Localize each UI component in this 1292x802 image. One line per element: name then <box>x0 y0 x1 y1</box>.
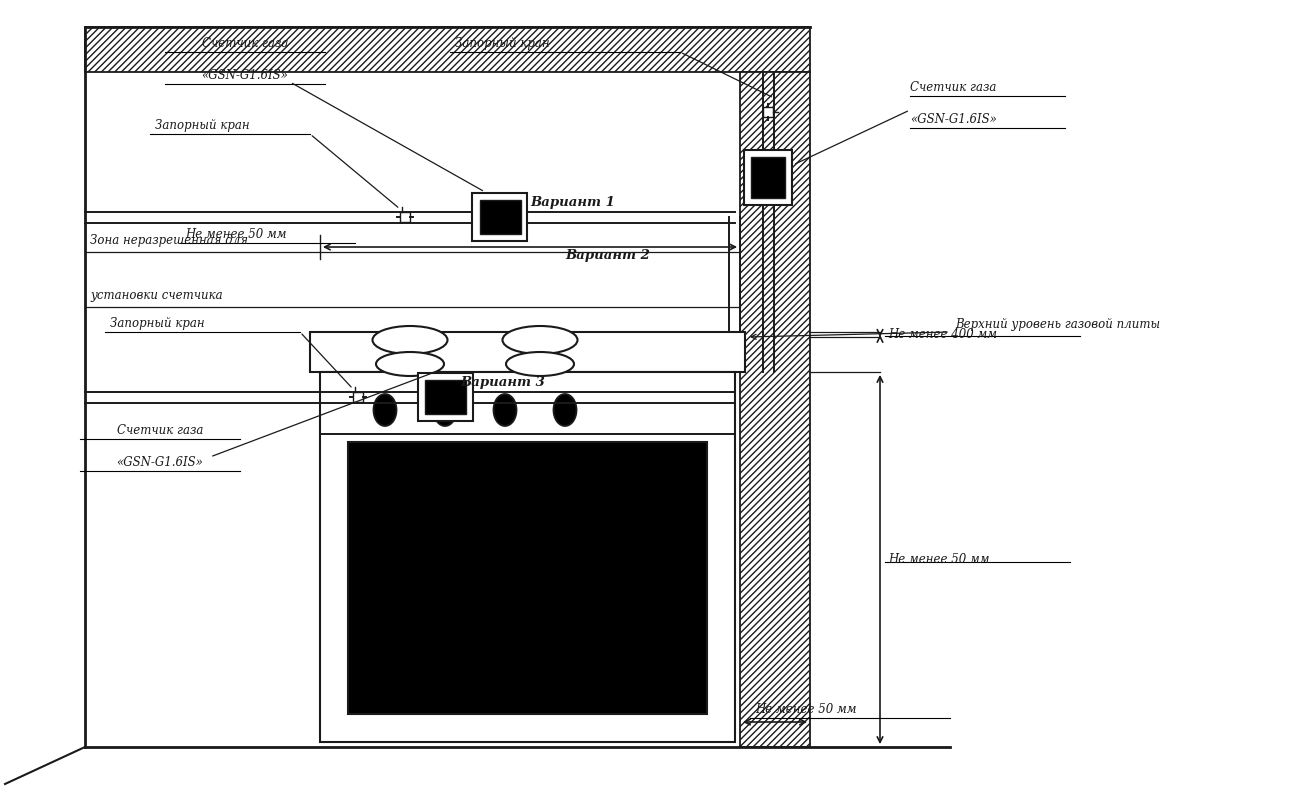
Text: Запорный кран: Запорный кран <box>455 37 549 50</box>
Text: Не менее 50 мм: Не менее 50 мм <box>185 228 287 241</box>
Bar <box>320 372 735 742</box>
Ellipse shape <box>434 394 456 426</box>
Ellipse shape <box>506 352 574 376</box>
Bar <box>764 107 773 117</box>
Text: Запорный кран: Запорный кран <box>110 317 204 330</box>
Text: «GSN-G1.6IS»: «GSN-G1.6IS» <box>202 69 288 82</box>
Ellipse shape <box>553 394 576 426</box>
Text: Верхний уровень газовой плиты: Верхний уровень газовой плиты <box>955 318 1160 331</box>
Ellipse shape <box>372 326 447 354</box>
Bar <box>85 27 810 72</box>
Text: Не менее 400 мм: Не менее 400 мм <box>888 328 997 341</box>
Bar <box>417 373 473 421</box>
Ellipse shape <box>503 326 578 354</box>
Text: «GSN-G1.6IS»: «GSN-G1.6IS» <box>116 456 203 469</box>
Text: «GSN-G1.6IS»: «GSN-G1.6IS» <box>910 113 997 126</box>
Text: Вариант 1: Вариант 1 <box>530 196 615 209</box>
Text: Вариант 3: Вариант 3 <box>460 376 545 389</box>
Bar <box>751 156 786 197</box>
Bar <box>310 332 745 372</box>
Bar <box>353 392 363 402</box>
Bar <box>348 442 707 714</box>
Bar <box>473 193 527 241</box>
Bar <box>425 380 465 414</box>
Text: Счетчик газа: Счетчик газа <box>116 424 203 437</box>
Ellipse shape <box>376 352 444 376</box>
Bar <box>401 212 410 222</box>
Ellipse shape <box>373 394 397 426</box>
Text: Счетчик газа: Счетчик газа <box>202 37 288 50</box>
Text: Зона неразрешенная для: Зона неразрешенная для <box>90 234 248 247</box>
Ellipse shape <box>494 394 517 426</box>
Text: Не менее 50 мм: Не менее 50 мм <box>755 703 857 716</box>
Bar <box>744 149 792 205</box>
Text: установки счетчика: установки счетчика <box>90 289 222 302</box>
Bar <box>315 332 740 372</box>
Text: Вариант 2: Вариант 2 <box>565 249 650 262</box>
Text: Запорный кран: Запорный кран <box>155 119 249 132</box>
Bar <box>740 72 810 747</box>
Text: Не менее 50 мм: Не менее 50 мм <box>888 553 990 566</box>
Bar <box>479 200 521 234</box>
Text: Счетчик газа: Счетчик газа <box>910 81 996 94</box>
